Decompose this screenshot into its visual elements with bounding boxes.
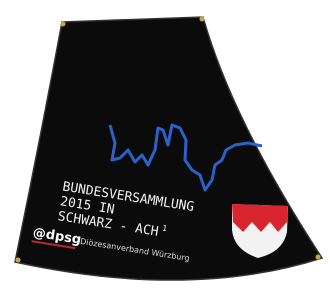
banner-image: BUNDESVERSAMMLUNG 2015 IN SCHWARZ - ACH … xyxy=(0,0,330,298)
